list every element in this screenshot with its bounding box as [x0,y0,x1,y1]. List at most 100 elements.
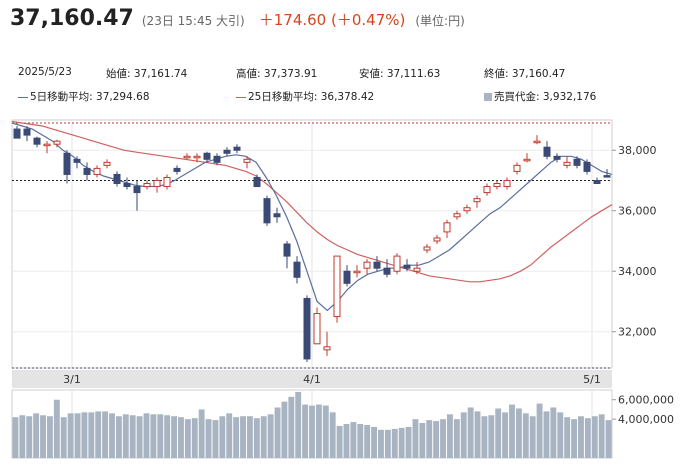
volume-bar [474,411,481,458]
candle-body [323,346,331,351]
volume-bar [460,412,467,458]
legend-ma5: 5日移動平均: 37,294.68 [18,89,150,104]
ma25-line [11,120,613,283]
candle-body [333,255,341,318]
candle-body [463,207,471,212]
month-label: 3/1 [63,373,81,386]
y-tick-label: 32,000 [618,326,657,339]
y-tick-label: 38,000 [618,144,657,157]
candle-body [483,186,491,194]
volume-bar [329,412,336,458]
volume-bar [295,391,302,458]
candle-body [403,264,411,269]
month-label: 4/1 [303,373,321,386]
volume-bar [267,414,274,458]
volume-bar [433,421,440,458]
month-label: 5/1 [583,373,601,386]
info-low: 安値: 37,111.63 [359,68,441,80]
legend-volume: 売買代金: 3,932,176 [484,89,596,104]
info-date: 2025/5/23 [18,66,72,78]
candle-body [183,155,191,159]
candle-body [433,237,441,242]
volume-bar [143,413,150,458]
volume-bar [164,415,171,458]
candle-body [553,155,561,160]
volume-bar [550,407,557,458]
volume-bar [212,420,219,458]
volume-bar [509,404,515,458]
volume-bar [191,418,198,458]
volume-tick-label: 6,000,000 [618,394,674,407]
volume-bar [260,416,267,458]
volume-bar [171,416,178,458]
volume-bar [109,413,115,458]
volume-bar [122,414,129,458]
candle-body [603,175,611,178]
volume-bar [219,416,226,458]
volume-bar [481,416,488,458]
volume-bar [336,425,343,458]
candle-body [503,179,511,188]
volume-bar [384,429,391,458]
candle-body [273,213,281,218]
volume-bar [357,424,364,458]
volume-bar [571,419,578,458]
volume-bar [102,411,109,458]
volume-bar [405,426,412,458]
volume-bar [74,413,81,458]
candle-body [13,128,21,139]
candle-body [383,267,391,275]
candle-body [293,261,301,278]
volume-bar [536,403,543,458]
candle-body [243,158,251,163]
candle-body [203,152,211,160]
candle-body [83,167,91,175]
volume-bar [157,414,164,458]
volume-bar [584,418,591,458]
volume-bar [60,417,67,458]
candle-body [413,267,421,272]
current-price: 37,160.47 [10,6,134,31]
y-tick-label: 36,000 [618,205,657,218]
candle-body [23,128,31,136]
ma5-swatch [18,96,28,98]
volume-bar [288,396,295,458]
candle-body [153,179,161,188]
volume-bar [178,417,184,458]
candle-body [583,161,591,172]
candle-body [573,158,581,166]
candle-body [443,222,451,233]
candle-body [43,143,51,147]
candle-body [133,186,141,194]
candle-body [283,243,291,257]
volume-bar [136,416,143,458]
volume-bar [95,411,102,458]
volume-bar [240,416,246,458]
volume-bar [205,419,212,458]
volume-bar [488,415,495,458]
volume-bar [391,428,398,458]
volume-bar [591,416,598,458]
volume-bar [502,412,509,458]
volume-bar [350,422,357,458]
volume-bar [364,424,371,458]
legend-ma25-label: 25日移動平均: 36,378.42 [248,91,375,103]
volume-bar [529,416,536,458]
candle-body [173,167,181,172]
candle-body [93,167,101,175]
volume-bar [184,419,191,458]
ma25-swatch [236,96,246,98]
candle-body [343,270,351,284]
volume-bar [302,404,309,458]
candle-body [193,155,201,159]
volume-swatch [484,93,492,101]
candle-body [163,176,171,188]
info-open: 始値: 37,161.74 [106,68,188,80]
candle-body [223,149,231,154]
volume-bar [495,408,502,458]
volume-bar [233,417,240,458]
volume-bar [453,419,460,458]
volume-bar [446,414,453,458]
volume-bar [322,405,329,458]
volume-bar [515,408,522,458]
